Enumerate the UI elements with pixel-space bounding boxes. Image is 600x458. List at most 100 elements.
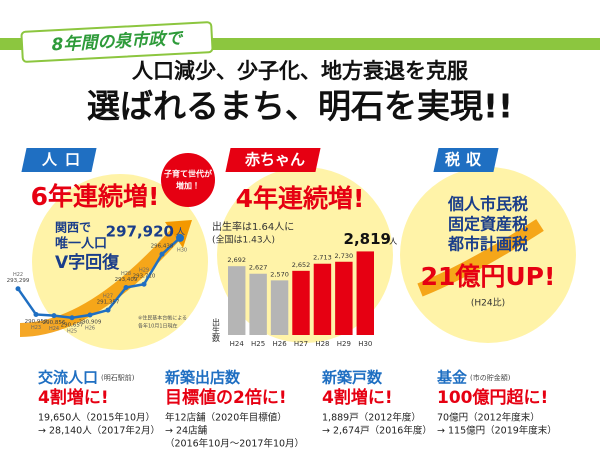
value-label: 290,657 bbox=[61, 322, 84, 328]
stat-line: 1,889戸（2012年度） bbox=[322, 412, 421, 424]
stat-line: 年12店舗（2020年目標値） bbox=[165, 412, 287, 424]
x-label: H24 bbox=[230, 340, 245, 348]
stat-line: → 115億円（2019年度末） bbox=[437, 425, 557, 437]
x-label: H28 bbox=[315, 340, 329, 348]
note: 各年10月1日現在 bbox=[138, 323, 178, 330]
banner-box bbox=[20, 21, 214, 63]
bar bbox=[270, 280, 289, 335]
unit: 人 bbox=[176, 227, 185, 237]
panel-label-box bbox=[21, 148, 97, 172]
panel-label-box bbox=[225, 148, 321, 172]
y-label: 出生数 bbox=[212, 317, 221, 343]
x-label: H29 bbox=[337, 340, 351, 348]
stat-line: （2016年10月〜2017年10月） bbox=[165, 438, 304, 450]
value-label: 2,627 bbox=[249, 264, 268, 272]
trend-arrow-head bbox=[165, 220, 192, 248]
value-label: 2,819 bbox=[344, 230, 391, 248]
x-label: H28 bbox=[121, 271, 131, 277]
subtitle: 人口減少、少子化、地方衰退を克服 bbox=[131, 59, 469, 83]
bar bbox=[335, 261, 353, 335]
bubble bbox=[161, 153, 215, 207]
stat-line: 19,650人（2015年10月） bbox=[38, 412, 155, 424]
stat-line: → 24店舗 bbox=[165, 425, 208, 437]
claim: 関西で bbox=[55, 221, 91, 235]
stat-title: 交流人口 bbox=[38, 369, 98, 387]
tax-item: 都市計画税 bbox=[447, 235, 528, 254]
line bbox=[16, 236, 181, 320]
panel-label: 人口 bbox=[41, 151, 88, 169]
stat-line: 70億円（2012年度末） bbox=[437, 412, 540, 424]
point bbox=[69, 315, 75, 321]
tax-item: 個人市民税 bbox=[447, 195, 528, 214]
value-label: 290,959 bbox=[25, 319, 48, 325]
point bbox=[33, 311, 39, 317]
headline: 21億円UP! bbox=[421, 262, 556, 291]
stat-title: 新築戸数 bbox=[321, 369, 383, 387]
stat-sub: (明石駅前) bbox=[101, 373, 135, 382]
point bbox=[123, 285, 129, 291]
panel-label: 税収 bbox=[445, 151, 487, 169]
stat-headline: 100億円超に! bbox=[437, 387, 548, 408]
point bbox=[87, 312, 93, 318]
panel-label-box bbox=[433, 148, 499, 172]
point bbox=[105, 307, 111, 313]
x-label: H23 bbox=[31, 325, 41, 331]
claim: V字回復 bbox=[55, 252, 120, 273]
value-label: 293,299 bbox=[7, 278, 30, 284]
x-label: H27 bbox=[103, 294, 113, 300]
claim: 唯一人口 bbox=[55, 236, 107, 252]
headline: 6年連続増! bbox=[31, 182, 160, 211]
stat-line: → 28,140人（2017年2月） bbox=[38, 425, 160, 437]
bar bbox=[356, 251, 374, 335]
point bbox=[176, 233, 184, 242]
stat-headline: 4割増に! bbox=[38, 387, 109, 408]
stat-line: → 2,674戸（2016年度） bbox=[322, 425, 432, 437]
x-label: H25 bbox=[67, 328, 77, 334]
value-label: 290,856 bbox=[43, 320, 66, 326]
headline: 4年連続増! bbox=[236, 184, 365, 213]
stat-headline: 目標値の2倍に! bbox=[165, 387, 287, 408]
value-label: 293,409 bbox=[115, 277, 138, 283]
x-label: H24 bbox=[49, 326, 59, 332]
note: ※住民基本台帳による bbox=[138, 315, 187, 322]
title: 選ばれるまち、明石を実現!! bbox=[87, 87, 513, 126]
x-label: H22 bbox=[13, 272, 23, 278]
bar bbox=[292, 270, 310, 335]
value-label: 291,357 bbox=[97, 300, 120, 306]
stat-headline: 4割増に! bbox=[322, 387, 393, 408]
stat-sub: (市の貯金額) bbox=[470, 373, 511, 382]
point bbox=[15, 286, 21, 292]
x-label: H30 bbox=[358, 340, 372, 348]
point bbox=[141, 281, 147, 287]
unit: 人 bbox=[389, 237, 397, 246]
trend-arrow bbox=[19, 230, 181, 337]
x-label: H26 bbox=[272, 340, 287, 348]
value-label: 2,652 bbox=[292, 261, 311, 269]
value-label: 2,730 bbox=[335, 252, 354, 260]
value-label: 2,713 bbox=[313, 254, 332, 262]
note: 出生率は1.64人に bbox=[212, 220, 294, 233]
panel-label: 赤ちゃん bbox=[244, 151, 305, 169]
value-label: 2,570 bbox=[270, 270, 289, 278]
bar bbox=[228, 266, 246, 335]
note: (H24比) bbox=[471, 297, 505, 309]
bubble-text: 子育て世代が bbox=[164, 169, 213, 179]
bar bbox=[249, 273, 267, 335]
bg-circle bbox=[32, 174, 208, 350]
x-label: H26 bbox=[85, 326, 95, 332]
value-label: 2,692 bbox=[227, 256, 246, 264]
value-label: 293,710 bbox=[133, 274, 156, 280]
stat-title: 基金 bbox=[436, 369, 468, 387]
value-label: 296,438 bbox=[151, 244, 174, 250]
x-label: H27 bbox=[294, 340, 308, 348]
births-chart: 出生数 2,692 H24 2,627 H25 2,570 H26 2,652 H27 2,713… bbox=[212, 230, 398, 348]
tax-item: 固定資産税 bbox=[448, 215, 528, 234]
trend-arrow bbox=[417, 219, 544, 297]
point bbox=[51, 313, 57, 319]
x-label: H30 bbox=[177, 247, 187, 253]
x-label: H29 bbox=[139, 268, 149, 274]
value-label: 297,920 bbox=[106, 222, 174, 240]
x-label: H25 bbox=[251, 340, 265, 348]
